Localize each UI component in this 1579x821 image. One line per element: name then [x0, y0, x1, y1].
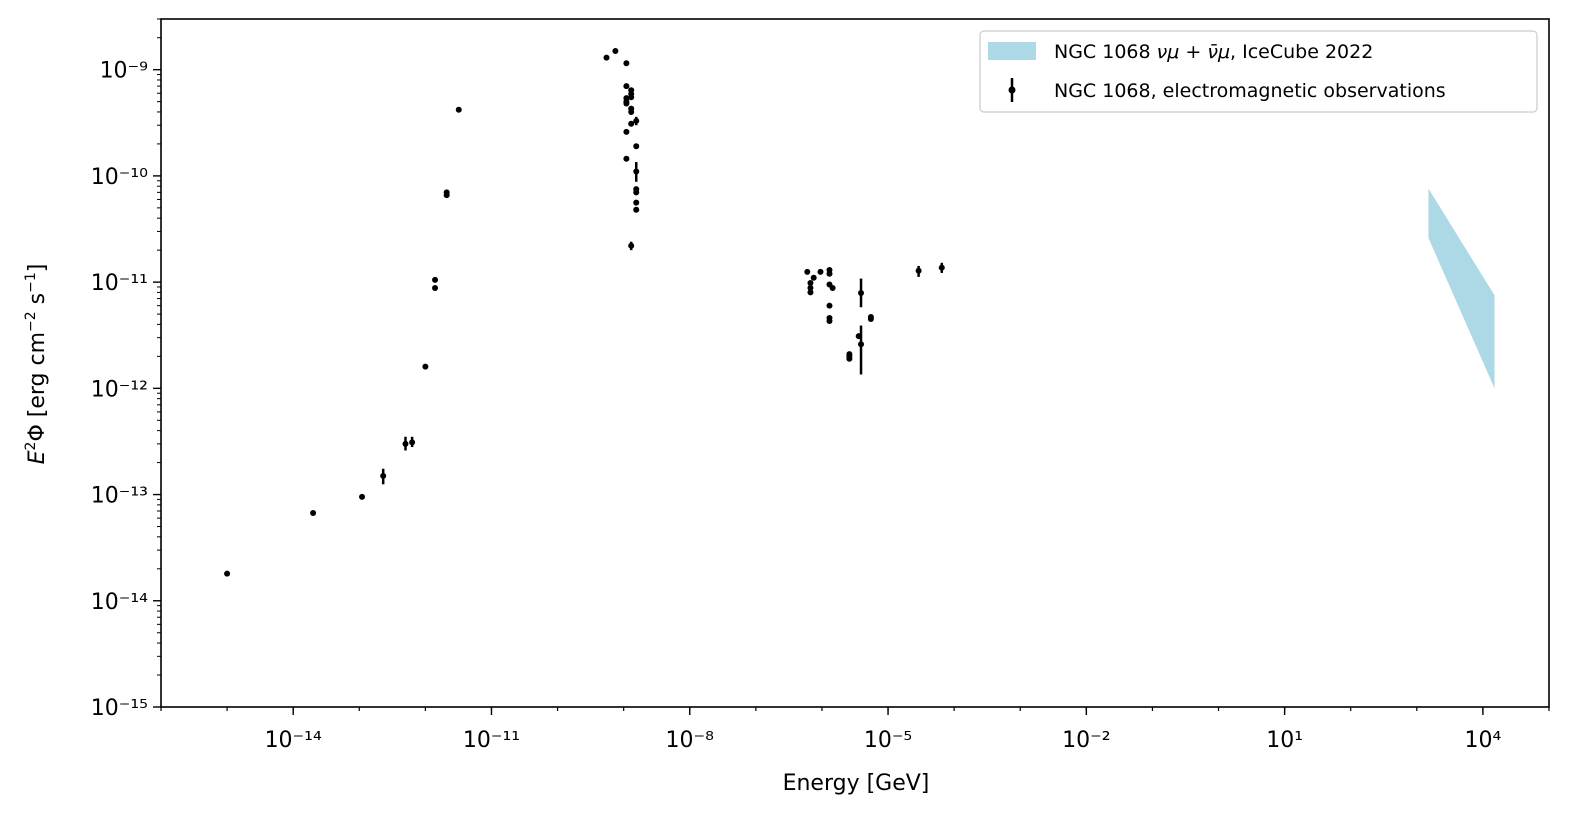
legend-box: [979, 30, 1538, 113]
data-point: [623, 128, 630, 135]
data-point: [817, 268, 824, 275]
data-point: [867, 315, 874, 322]
x-tick-label: 10⁴: [1464, 728, 1501, 753]
y-axis-label-tail: s: [25, 293, 50, 311]
data-point: [858, 341, 865, 348]
data-point: [443, 192, 450, 199]
data-point: [807, 280, 814, 287]
data-point: [807, 285, 814, 292]
data-point: [612, 47, 619, 54]
y-axis-label-symbol: E: [25, 450, 50, 464]
data-point: [432, 285, 439, 292]
y-tick-label: 10⁻¹²: [91, 377, 148, 402]
data-point: [633, 168, 640, 175]
y-tick-label: 10⁻¹³: [91, 484, 148, 509]
data-point: [623, 83, 630, 90]
x-tick-label: 10⁻²: [1062, 728, 1110, 753]
data-point: [633, 206, 640, 213]
y-axis-ticks: 10⁻¹⁵ 10⁻¹⁴ 10⁻¹³ 10⁻¹² 10⁻¹¹ 10⁻¹⁰ 10⁻⁹: [91, 18, 161, 721]
data-point: [623, 100, 630, 107]
y-axis-label-text: Φ [erg cm: [25, 332, 50, 442]
x-tick-label: 10⁻⁵: [864, 728, 912, 753]
plot-frame: [160, 18, 1550, 708]
x-tick-label: 10⁻¹¹: [463, 728, 520, 753]
data-point: [826, 302, 833, 309]
data-point: [455, 106, 462, 113]
neutrino-band-layer: [1428, 188, 1495, 389]
data-point: [810, 274, 817, 281]
legend: NGC 1068 νμ + ν̄μ, IceCube 2022 NGC 1068…: [979, 30, 1538, 113]
data-point: [858, 289, 865, 296]
data-point: [804, 268, 811, 275]
data-point: [826, 270, 833, 277]
legend-band-label: NGC 1068 νμ + ν̄μ, IceCube 2022: [1054, 41, 1373, 63]
x-axis-ticks: 10⁻¹⁴ 10⁻¹¹ 10⁻⁸ 10⁻⁵ 10⁻² 10¹ 10⁴: [160, 707, 1550, 753]
data-point: [829, 285, 836, 292]
data-point: [623, 155, 630, 162]
data-point: [409, 439, 416, 446]
y-tick-label: 10⁻¹⁵: [91, 696, 148, 721]
data-point: [628, 120, 635, 127]
data-point: [915, 267, 922, 274]
em-points-layer: [224, 47, 945, 577]
data-point: [603, 54, 610, 61]
legend-points-label: NGC 1068, electromagnetic observations: [1054, 80, 1446, 102]
legend-band-swatch: [988, 42, 1036, 60]
y-tick-label: 10⁻⁹: [100, 59, 148, 84]
data-point: [224, 570, 231, 577]
data-point: [628, 108, 635, 115]
data-point: [633, 199, 640, 206]
data-point: [310, 510, 317, 517]
legend-point-marker: [1008, 86, 1016, 94]
data-point: [633, 189, 640, 196]
data-point: [826, 318, 833, 325]
data-point: [633, 143, 640, 150]
y-axis-label: E2Φ [erg cm−2 s−1]: [23, 264, 50, 465]
data-point: [628, 94, 635, 101]
data-point: [628, 242, 635, 249]
y-tick-label: 10⁻¹⁴: [91, 590, 148, 615]
data-point: [807, 289, 814, 296]
data-point: [359, 493, 366, 500]
x-tick-label: 10⁻⁸: [666, 728, 715, 753]
x-tick-label: 10¹: [1266, 728, 1303, 753]
data-point: [432, 276, 439, 283]
data-point: [422, 363, 429, 370]
svg-text:E2Φ [erg cm−2 s−1]: E2Φ [erg cm−2 s−1]: [23, 264, 50, 465]
y-tick-label: 10⁻¹⁰: [91, 165, 148, 190]
data-point: [846, 355, 853, 362]
data-point: [938, 264, 945, 271]
x-tick-label: 10⁻¹⁴: [265, 728, 322, 753]
data-point: [633, 117, 640, 124]
data-point: [623, 60, 630, 67]
neutrino-flux-band: [1428, 188, 1495, 389]
y-tick-label: 10⁻¹¹: [91, 271, 148, 296]
data-point: [380, 472, 387, 479]
x-axis-label: Energy [GeV]: [783, 771, 930, 796]
data-point: [402, 440, 409, 447]
